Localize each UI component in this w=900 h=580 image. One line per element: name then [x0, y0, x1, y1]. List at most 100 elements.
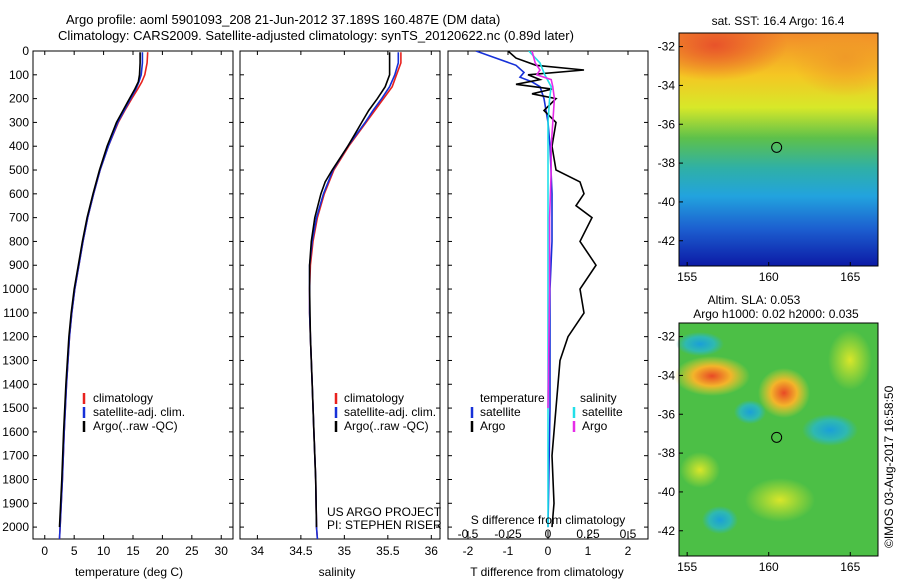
- x-tick-label: 10: [97, 544, 111, 558]
- depth-tick-label: 800: [9, 234, 29, 248]
- lon-tick-label: 165: [840, 270, 860, 284]
- lon-tick-label: 155: [677, 560, 697, 574]
- salinity-axis-label: salinity: [319, 565, 356, 579]
- s-diff-tick-label: -0.5: [458, 527, 479, 541]
- lat-tick-label: -32: [658, 330, 676, 344]
- lat-tick-label: -36: [658, 117, 676, 131]
- sla-map-low-3: [802, 414, 858, 446]
- sla-map-yellow-1: [828, 330, 872, 390]
- sla-map-low-4: [702, 506, 738, 534]
- lat-tick-label: -42: [658, 234, 676, 248]
- sla-map-ticks: 155 160 165 -32 -34 -36 -38 -40 -42: [658, 330, 861, 574]
- depth-tick-label: 2000: [2, 520, 29, 534]
- profile-line-argo: [308, 52, 391, 528]
- difference-legend: temperature satellite Argo salinity sate…: [470, 391, 623, 433]
- sst-map: sat. SST: 16.4 Argo: 16.4 155 160 165 -32 -3…: [658, 14, 879, 284]
- x-tick-label: 34.5: [289, 544, 313, 558]
- legend-header-temperature: temperature: [480, 391, 545, 405]
- x-tick-label: 15: [126, 544, 140, 558]
- legend-label-sal-argo: Argo: [582, 419, 608, 433]
- salinity-legend: climatology satellite-adj. clim. Argo(..…: [334, 391, 436, 433]
- argo-location-marker: [771, 141, 783, 153]
- legend-label-satellite: satellite-adj. clim.: [344, 405, 436, 419]
- salinity-panel-frame: [239, 50, 441, 540]
- sla-map-title-line2: Argo h1000: 0.02 h2000: 0.035: [693, 307, 859, 321]
- depth-tick-label: 300: [9, 115, 29, 129]
- legend-label-climatology: climatology: [344, 391, 404, 405]
- x-tick-label: -1: [503, 544, 514, 558]
- axis-ticks: 0100200300400500600700800900100011001200…: [2, 44, 648, 558]
- x-tick-label: 1: [585, 544, 592, 558]
- depth-tick-label: 100: [9, 68, 29, 82]
- temp-diff-argo-line: [507, 51, 597, 528]
- temperature-legend: climatology satellite-adj. clim. Argo(..…: [82, 391, 185, 433]
- timestamp-footer: ©IMOS 03-Aug-2017 16:58:50: [882, 385, 896, 548]
- lon-tick-label: 160: [759, 560, 779, 574]
- depth-tick-label: 700: [9, 211, 29, 225]
- x-tick-label: 36: [425, 544, 439, 558]
- s-diff-tick-label: 0.5: [620, 527, 637, 541]
- sst-map-title: sat. SST: 16.4 Argo: 16.4: [712, 14, 845, 28]
- x-tick-label: 34: [251, 544, 265, 558]
- profile-lines: [58, 51, 597, 539]
- s-diff-tick-label: 0.25: [576, 527, 600, 541]
- legend-label-climatology: climatology: [93, 391, 153, 405]
- x-tick-label: 35.5: [376, 544, 400, 558]
- lon-tick-label: 160: [759, 270, 779, 284]
- lon-tick-label: 165: [840, 560, 860, 574]
- sla-map-high-2: [758, 368, 810, 418]
- legend-label-argo: Argo(..raw -QC): [344, 419, 429, 433]
- sst-map-warm-patch-2: [770, 33, 878, 113]
- depth-tick-label: 1100: [3, 306, 29, 320]
- sla-map-low-2: [734, 400, 766, 424]
- depth-tick-label: 1500: [2, 401, 29, 415]
- sal-diff-argo-line: [531, 51, 556, 409]
- profile-line-satellite: [308, 52, 400, 539]
- depth-tick-label: 1700: [2, 449, 29, 463]
- depth-tick-label: 1000: [2, 282, 29, 296]
- lat-tick-label: -40: [658, 195, 676, 209]
- depth-tick-label: 600: [9, 187, 29, 201]
- sla-map-yellow-3: [745, 478, 815, 522]
- sla-map-yellow-2: [680, 452, 720, 488]
- sst-map-ticks: 155 160 165 -32 -34 -36 -38 -40 -42: [658, 40, 861, 284]
- depth-tick-label: 1900: [2, 496, 29, 510]
- legend-label-argo: Argo(..raw -QC): [93, 419, 178, 433]
- profile-line-climatology: [308, 52, 402, 539]
- temperature-axis-label: temperature (deg C): [75, 565, 183, 579]
- sla-map-low-1: [676, 332, 724, 356]
- lat-tick-label: -40: [658, 485, 676, 499]
- depth-tick-label: 900: [9, 258, 29, 272]
- s-difference-axis-label: S difference from climatology: [471, 513, 626, 527]
- sst-map-frame: [678, 32, 879, 267]
- depth-tick-label: 400: [9, 139, 29, 153]
- project-label: US ARGO PROJECT: [327, 505, 442, 519]
- sla-map-title-line1: Altim. SLA: 0.053: [708, 293, 801, 307]
- depth-tick-label: 1800: [2, 472, 29, 486]
- x-tick-label: 0: [545, 544, 552, 558]
- x-tick-label: 25: [185, 544, 199, 558]
- argo-location-marker: [771, 431, 783, 443]
- x-tick-label: 30: [215, 544, 229, 558]
- depth-tick-label: 200: [9, 92, 29, 106]
- s-diff-tick-label: 0: [545, 527, 552, 541]
- sla-map: Altim. SLA: 0.053 Argo h1000: 0.02 h2000…: [658, 293, 879, 574]
- lat-tick-label: -32: [658, 40, 676, 54]
- sal-diff-satellite-line: [528, 51, 553, 528]
- temp-diff-satellite-line: [475, 51, 553, 528]
- s-diff-tick-label: -0.25: [494, 527, 522, 541]
- sla-map-frame: [678, 322, 879, 557]
- depth-tick-label: 1300: [2, 353, 29, 367]
- profile-line-satellite: [58, 52, 144, 539]
- lat-tick-label: -38: [658, 156, 676, 170]
- x-tick-label: 0: [41, 544, 48, 558]
- x-tick-label: 20: [156, 544, 170, 558]
- legend-label-sal-satellite: satellite: [582, 405, 623, 419]
- lat-tick-label: -36: [658, 407, 676, 421]
- profile-line-argo: [58, 52, 141, 528]
- figure-title-line2: Climatology: CARS2009. Satellite-adjuste…: [58, 28, 574, 43]
- figure-titles: Argo profile: aoml 5901093_208 21-Jun-20…: [0, 0, 660, 46]
- figure-title-line1: Argo profile: aoml 5901093_208 21-Jun-20…: [66, 12, 501, 27]
- x-tick-label: -2: [463, 544, 474, 558]
